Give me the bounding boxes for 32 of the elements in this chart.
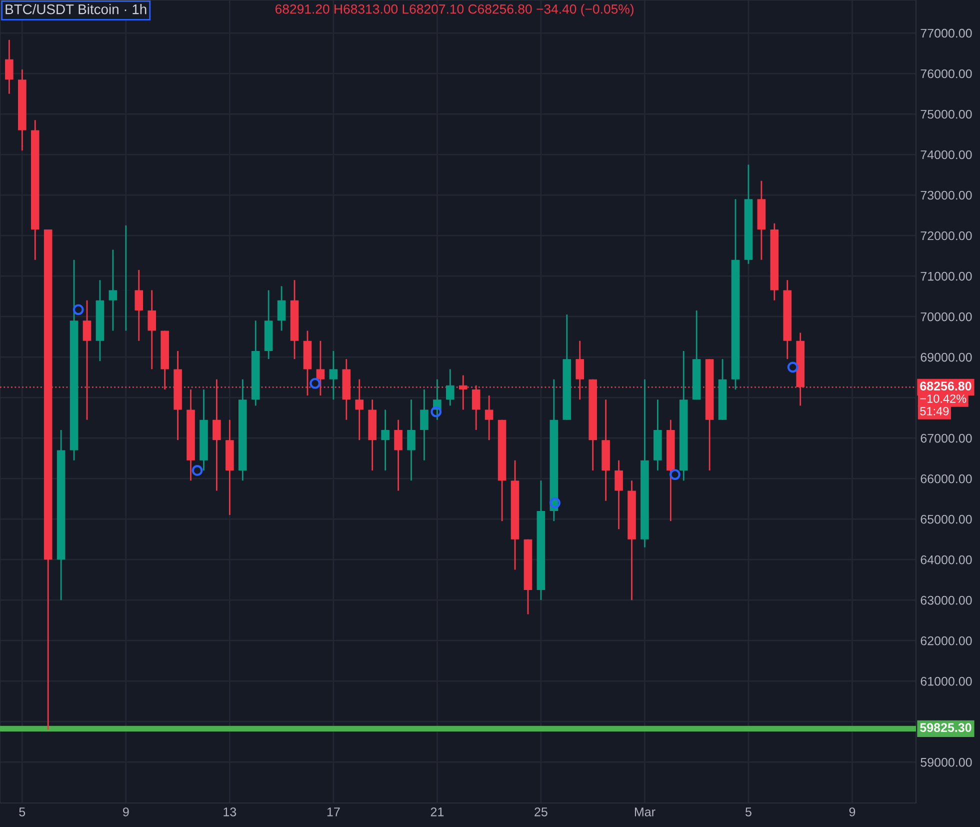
text: −10.42%	[920, 394, 966, 403]
y-tick-label: 70000.00	[920, 312, 972, 322]
y-tick-label: 73000.00	[920, 190, 972, 200]
x-tick-label: 9	[849, 807, 856, 816]
y-tick-label: 64000.00	[920, 555, 972, 564]
x-tick-label: 5	[745, 808, 752, 816]
y-tick-label: 63000.00	[920, 596, 972, 605]
x-tick-label: 25	[534, 807, 548, 816]
y-tick-label: 76000.00	[920, 69, 972, 78]
y-tick-label: 59000.00	[920, 758, 972, 767]
ref-line-label: 59825.30	[920, 723, 972, 732]
x-tick-label: 5	[19, 808, 26, 816]
annotation: 68291.20 H68313.00 L68207.10 C68256.80 −34.40 (−0.05%)	[275, 4, 634, 16]
y-tick-label: 65000.00	[920, 514, 972, 524]
y-tick-label: 74000.00	[920, 150, 972, 160]
text: 51:49	[920, 406, 949, 416]
y-tick-label: 71000.00	[920, 272, 972, 281]
y-tick-label: 67000.00	[920, 434, 972, 443]
x-tick-label: 13	[224, 807, 236, 816]
x-tick-label: 9	[123, 807, 129, 816]
x-tick-label: Mar	[634, 808, 656, 816]
y-tick-label: 72000.00	[920, 231, 972, 240]
x-tick-label: 21	[430, 807, 444, 816]
y-tick-label: 61000.00	[920, 676, 972, 686]
x-tick-label: 17	[327, 808, 340, 816]
y-tick-label: 77000.00	[920, 28, 972, 38]
y-tick-label: 69000.00	[920, 352, 972, 362]
y-tick-label: 66000.00	[920, 474, 972, 484]
ref-line-label: 68256.80	[920, 382, 972, 391]
y-tick-label: 75000.00	[920, 110, 972, 119]
y-tick-label: 62000.00	[920, 636, 972, 646]
chart-title: BTC/USDT Bitcoin · 1h	[6, 4, 146, 14]
